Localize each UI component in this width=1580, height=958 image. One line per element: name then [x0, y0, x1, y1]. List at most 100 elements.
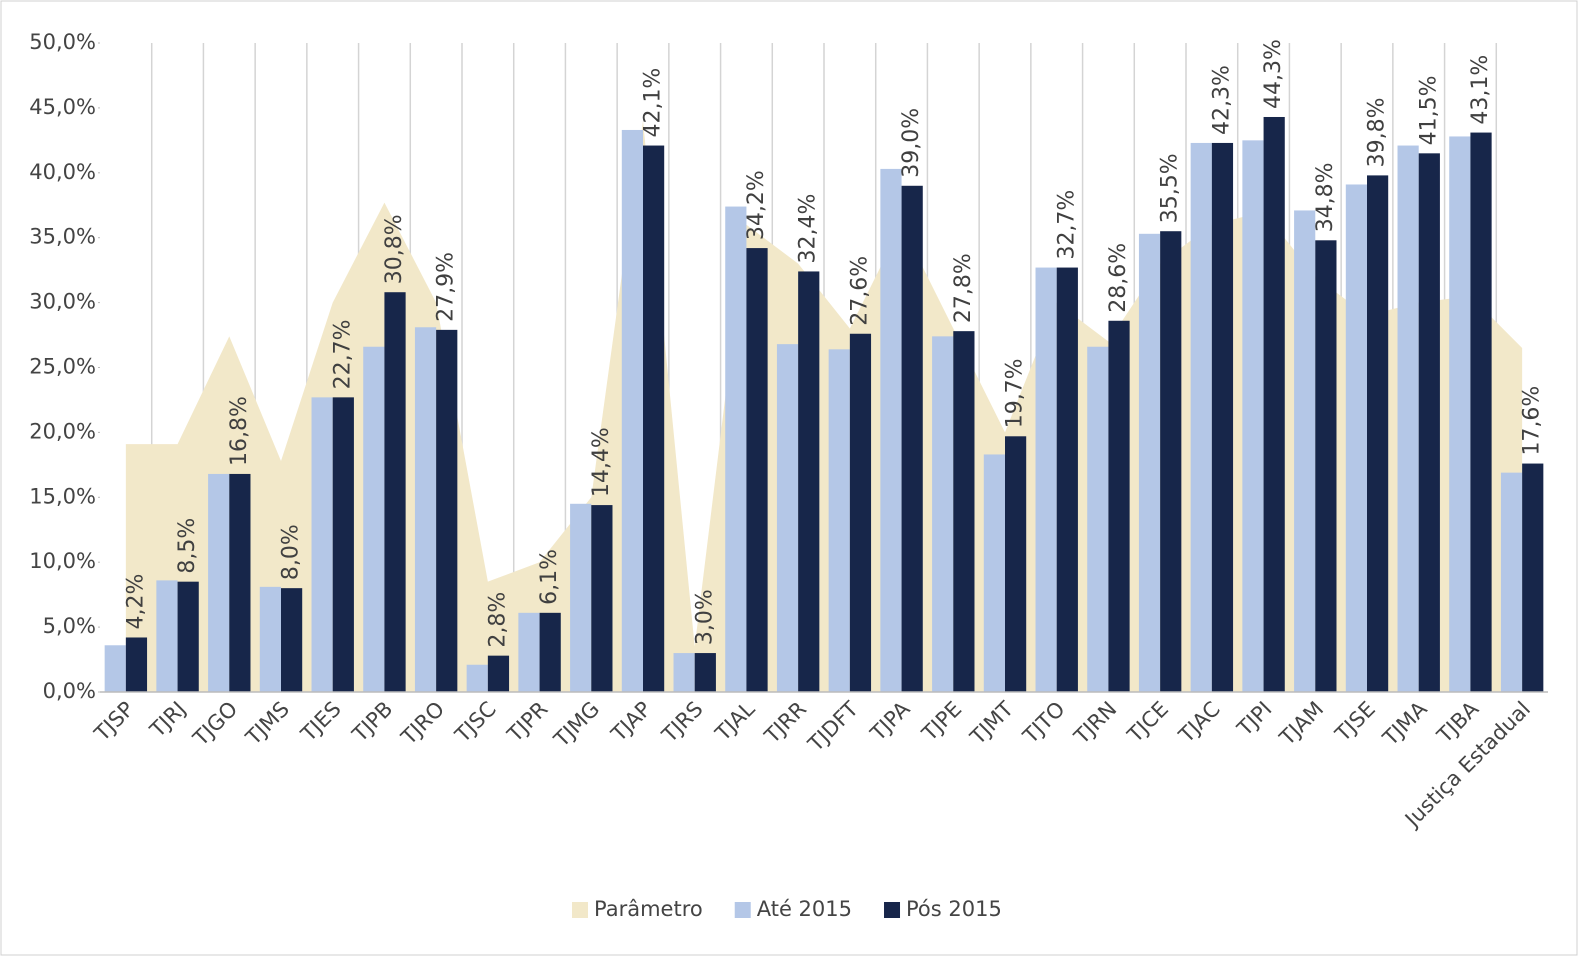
bar — [1005, 436, 1027, 692]
data-label: 8,5% — [175, 518, 200, 574]
bar — [384, 292, 406, 692]
y-tick-label: 30,0% — [29, 290, 96, 314]
data-label: 14,4% — [589, 427, 614, 497]
y-tick-label: 10,0% — [29, 549, 96, 573]
bar — [880, 168, 902, 692]
bar — [1035, 267, 1057, 692]
bar — [229, 473, 251, 692]
bar — [1397, 145, 1419, 693]
data-label: 35,5% — [1158, 153, 1183, 223]
data-label: 3,0% — [692, 589, 717, 645]
y-tick-label: 0,0% — [43, 679, 96, 703]
bar — [332, 397, 354, 692]
data-label: 8,0% — [279, 524, 304, 580]
bar — [177, 581, 199, 692]
bar — [570, 503, 592, 692]
bar — [746, 248, 768, 693]
bar — [828, 349, 850, 692]
bar — [1449, 136, 1471, 692]
bar — [259, 586, 281, 692]
data-label: 28,6% — [1106, 243, 1131, 313]
bar — [466, 664, 488, 692]
data-label: 27,6% — [847, 256, 872, 326]
y-tick-label: 45,0% — [29, 95, 96, 119]
bar — [156, 580, 178, 692]
y-tick-label: 20,0% — [29, 419, 96, 443]
bar — [932, 336, 954, 692]
bar — [1345, 184, 1367, 692]
bar — [849, 333, 872, 692]
bar — [1522, 463, 1544, 692]
data-label: 22,7% — [330, 319, 355, 389]
bar — [901, 185, 923, 692]
bar — [1263, 116, 1285, 692]
y-tick-label: 35,0% — [29, 225, 96, 249]
bar — [1108, 320, 1130, 692]
y-tick-label: 50,0% — [29, 30, 96, 54]
data-label: 27,9% — [434, 252, 459, 322]
bar — [621, 129, 643, 692]
bar — [798, 271, 820, 692]
bar — [953, 331, 975, 692]
bar — [1087, 346, 1109, 692]
legend: Parâmetro Até 2015 Pós 2015 — [572, 897, 1002, 921]
y-tick-label: 5,0% — [43, 614, 96, 638]
data-label: 39,0% — [899, 108, 924, 178]
bar — [436, 329, 458, 692]
bar — [1211, 142, 1234, 693]
data-label: 19,7% — [1003, 358, 1028, 428]
bar — [1470, 132, 1492, 692]
data-label: 34,2% — [744, 170, 769, 240]
data-label: 32,4% — [796, 194, 821, 264]
bar — [591, 505, 613, 692]
bar — [311, 397, 333, 692]
legend-swatch — [884, 902, 901, 918]
bar — [1138, 233, 1161, 692]
y-tick-label: 15,0% — [29, 484, 96, 508]
data-label: 4,2% — [123, 574, 148, 630]
bar — [694, 653, 716, 692]
bar — [1160, 231, 1182, 692]
data-label: 34,8% — [1313, 162, 1338, 232]
data-label: 2,8% — [485, 592, 510, 648]
bar — [776, 344, 799, 692]
legend-swatch — [734, 902, 751, 918]
data-label: 41,5% — [1416, 75, 1441, 145]
bar — [487, 655, 510, 692]
legend-label: Pós 2015 — [906, 897, 1002, 921]
bar — [125, 637, 148, 692]
y-tick-label: 25,0% — [29, 355, 96, 379]
bar — [1190, 142, 1212, 693]
data-label: 44,3% — [1261, 39, 1286, 109]
data-label: 42,1% — [641, 68, 666, 138]
bar — [1294, 210, 1316, 692]
bar — [518, 612, 540, 692]
y-tick-label: 40,0% — [29, 160, 96, 184]
bar — [281, 588, 303, 692]
bar — [1242, 140, 1264, 693]
data-label: 39,8% — [1365, 98, 1390, 168]
bar — [1500, 472, 1523, 692]
legend-label: Até 2015 — [757, 897, 852, 921]
bar — [983, 454, 1005, 692]
bar — [208, 473, 230, 692]
bar — [1056, 267, 1078, 692]
data-label: 42,3% — [1209, 65, 1234, 135]
data-label: 27,8% — [951, 253, 976, 323]
bar — [104, 645, 126, 692]
data-label: 30,8% — [382, 214, 407, 284]
data-label: 43,1% — [1468, 55, 1493, 125]
legend-label: Parâmetro — [594, 897, 703, 921]
bar — [1367, 175, 1389, 692]
bar — [673, 653, 695, 692]
bar — [363, 346, 385, 692]
data-label: 16,8% — [227, 396, 252, 466]
data-label: 32,7% — [1054, 190, 1079, 260]
data-label: 17,6% — [1520, 386, 1545, 456]
bar — [539, 612, 561, 692]
bar — [1315, 240, 1337, 692]
bar — [414, 327, 437, 692]
bar — [643, 145, 665, 693]
bar — [1418, 153, 1440, 692]
